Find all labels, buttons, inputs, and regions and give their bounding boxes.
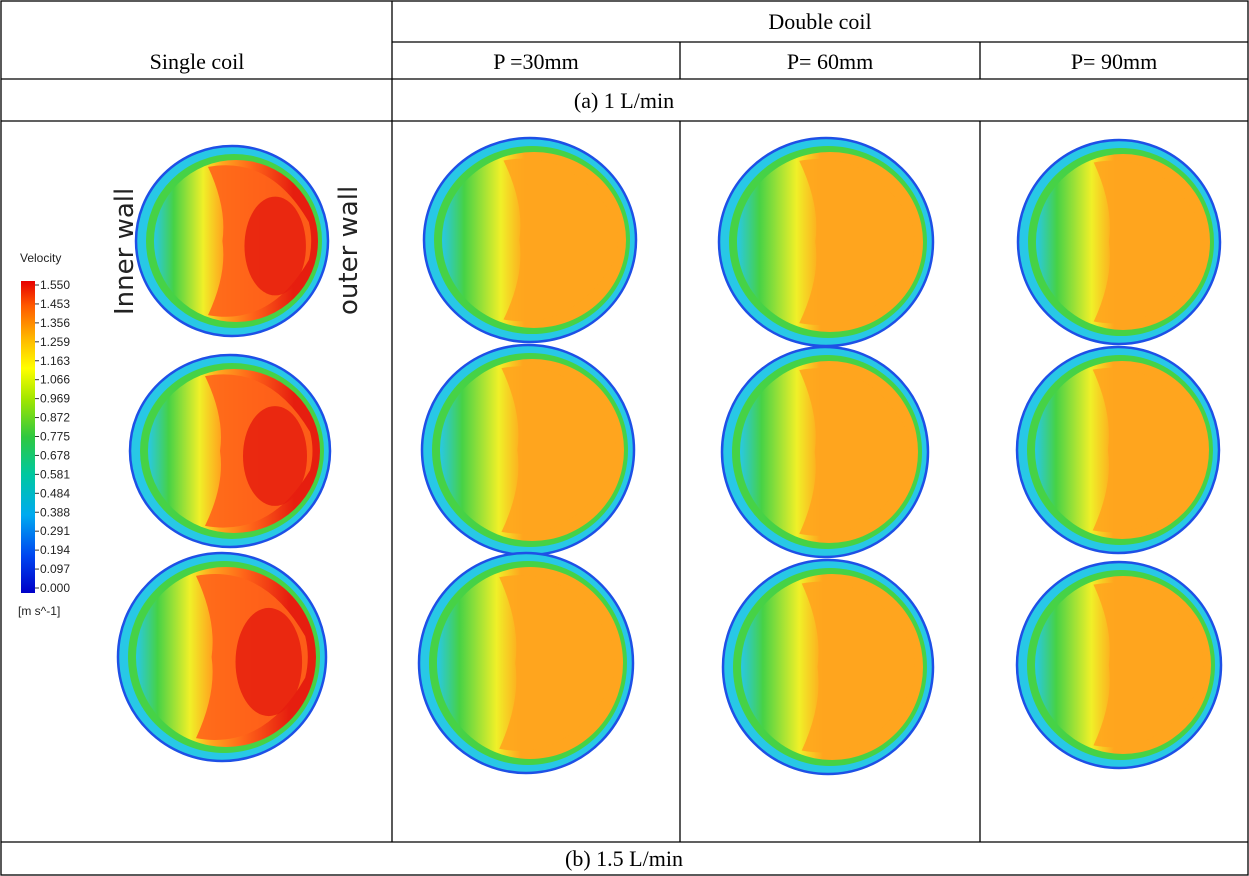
legend-tick-label: 1.066: [40, 373, 70, 387]
header-pitch-90: P= 90mm: [1071, 49, 1157, 74]
velocity-contour-plot: [116, 551, 328, 763]
velocity-contour-plot: [422, 136, 638, 344]
velocity-contour-plot: [1016, 138, 1222, 346]
legend-tick-label: 1.259: [40, 335, 70, 349]
legend-tick-label: 0.775: [40, 430, 70, 444]
header-pitch-60: P= 60mm: [787, 49, 873, 74]
velocity-contour-plot: [717, 136, 935, 348]
section-b-label: (b) 1.5 L/min: [565, 846, 683, 871]
legend-tick-label: 1.163: [40, 354, 70, 368]
section-a-label: (a) 1 L/min: [574, 88, 674, 113]
velocity-legend: Velocity 1.550 1.453 1.356 1.259 1.163 1.066 0…: [18, 251, 70, 618]
velocity-contour-plot: [420, 343, 636, 557]
inner-wall-label: Inner wall: [110, 188, 140, 315]
legend-tick-label: 0.872: [40, 411, 70, 425]
legend-unit: [m s^-1]: [18, 604, 60, 618]
velocity-contour-plot: [134, 144, 330, 338]
velocity-contour-plot: [417, 551, 635, 775]
velocity-contour-plot: [128, 353, 332, 549]
legend-tick-label: 0.097: [40, 562, 70, 576]
legend-ticks: 1.550 1.453 1.356 1.259 1.163 1.066 0.969 0.872…: [35, 278, 70, 595]
velocity-contour-plot: [1015, 345, 1221, 555]
legend-title: Velocity: [20, 251, 61, 265]
velocity-contours: [116, 136, 1223, 776]
legend-tick-label: 0.678: [40, 448, 70, 462]
velocity-contour-plot: [720, 345, 930, 559]
legend-tick-label: 0.969: [40, 392, 70, 406]
velocity-contour-plot: [721, 558, 935, 776]
outer-wall-label: outer wall: [334, 186, 364, 315]
legend-tick-label: 1.453: [40, 297, 70, 311]
header-double-coil: Double coil: [768, 9, 871, 34]
legend-tick-label: 0.000: [40, 581, 70, 595]
legend-tick-label: 0.388: [40, 505, 70, 519]
header-single-coil: Single coil: [150, 49, 245, 74]
velocity-contour-plot: [1015, 560, 1223, 770]
legend-tick-label: 1.356: [40, 316, 70, 330]
legend-tick-label: 0.484: [40, 486, 70, 500]
header-pitch-30: P =30mm: [493, 49, 579, 74]
legend-tick-label: 0.581: [40, 467, 70, 481]
legend-tick-label: 0.194: [40, 543, 70, 557]
legend-colorbar: [21, 281, 35, 593]
legend-tick-label: 0.291: [40, 524, 70, 538]
legend-tick-label: 1.550: [40, 278, 70, 292]
